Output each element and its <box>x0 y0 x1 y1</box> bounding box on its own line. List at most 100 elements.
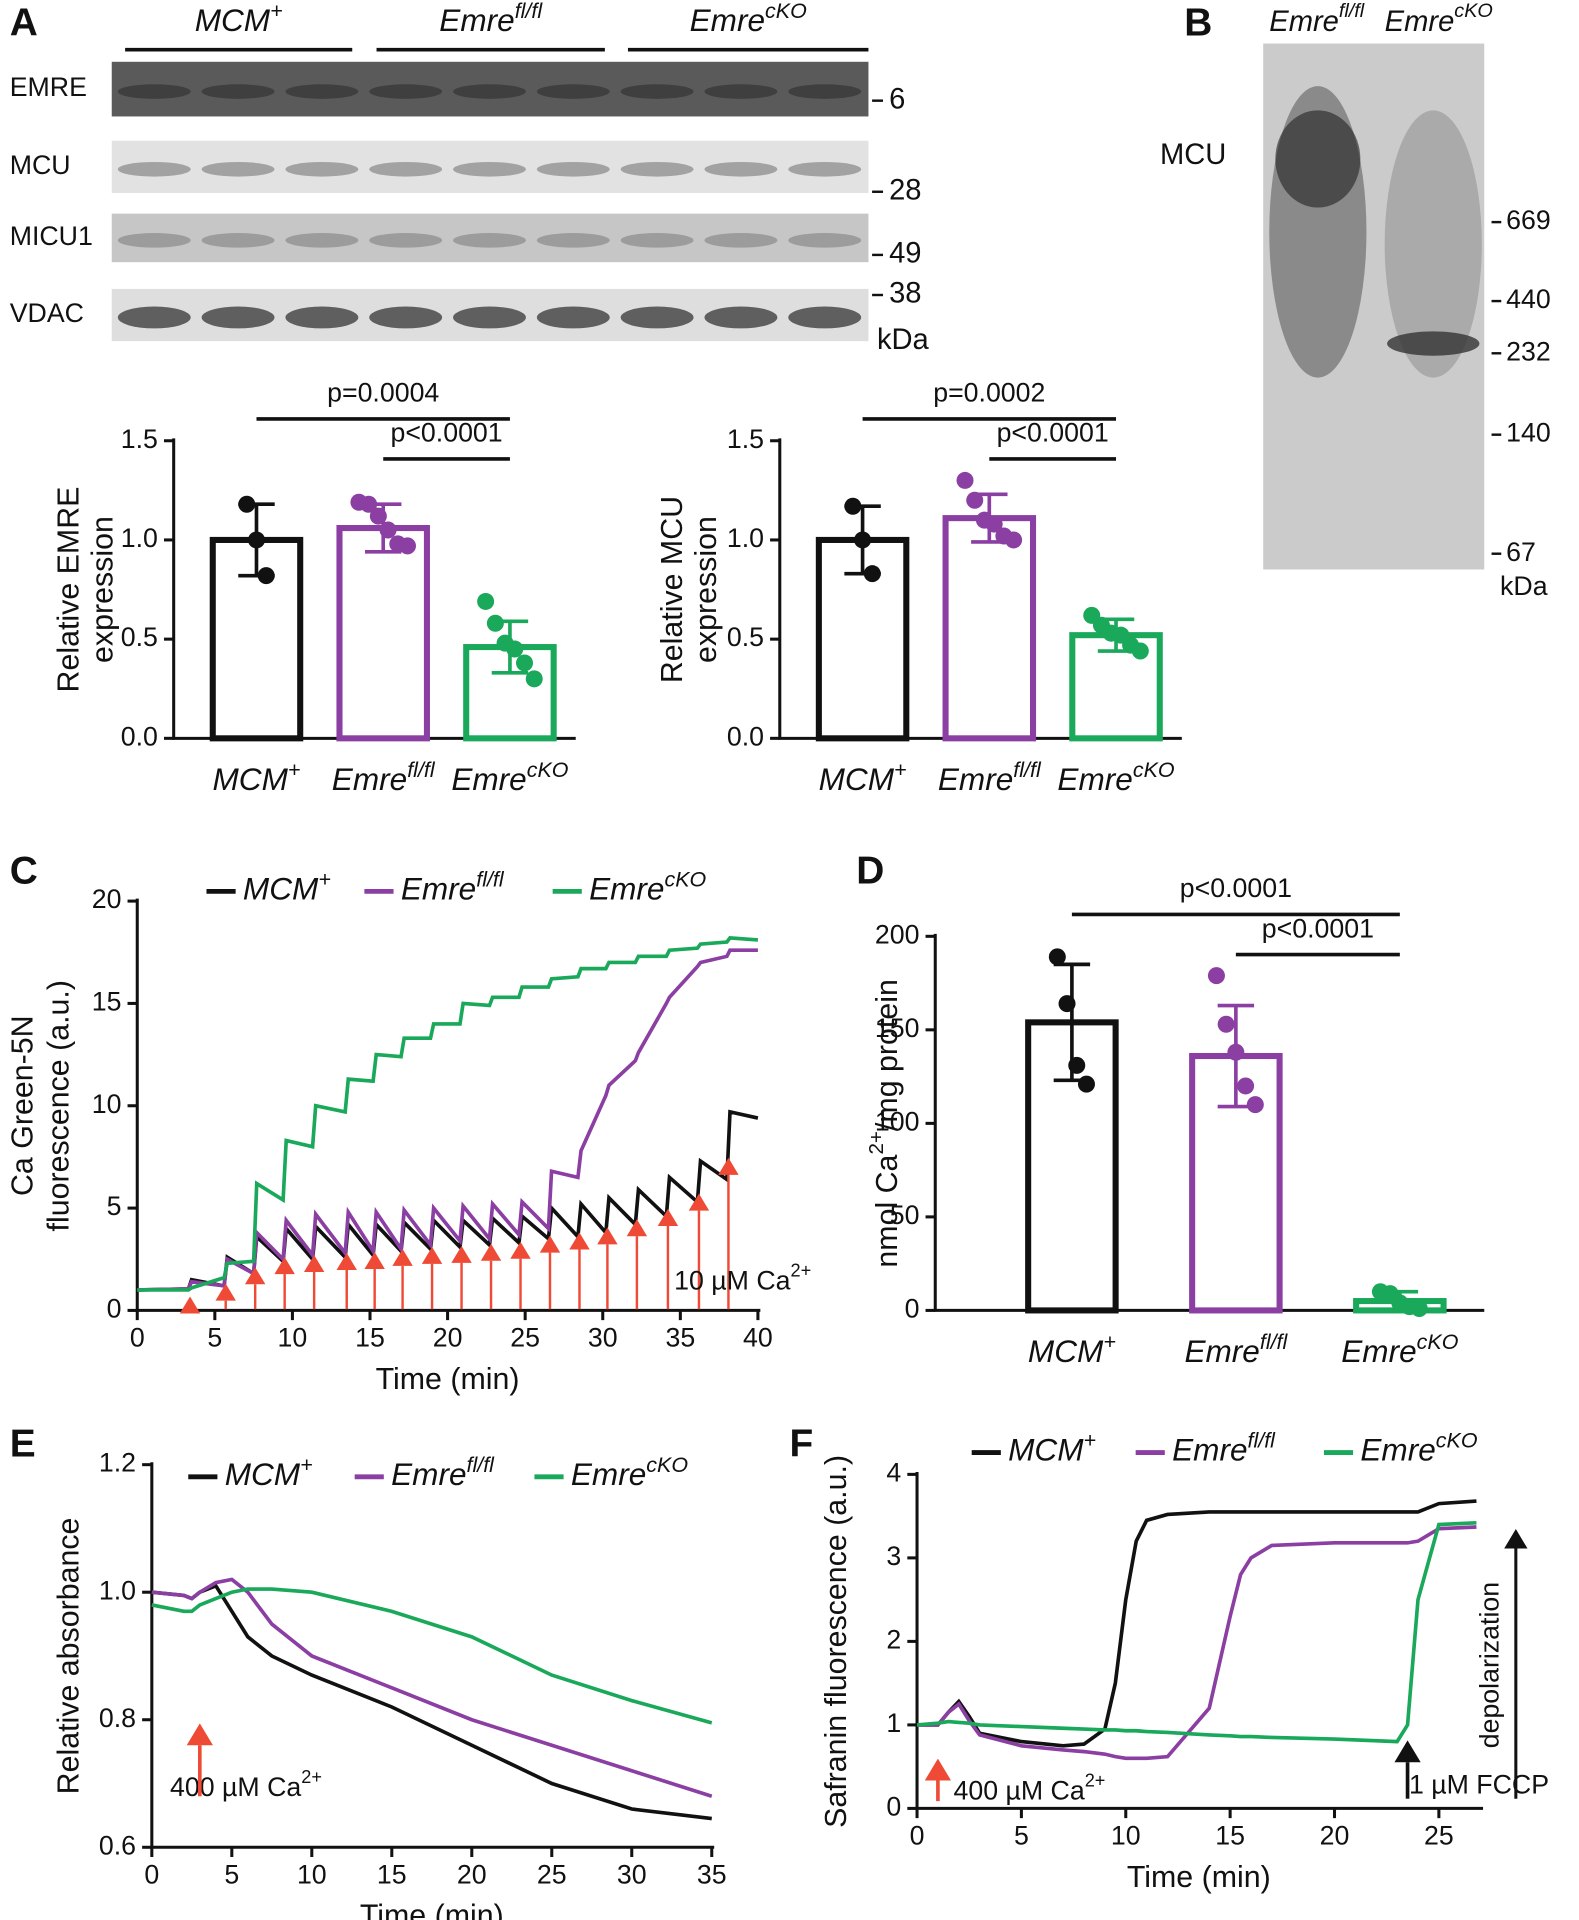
text-part: Emre <box>589 871 664 907</box>
band-label: MCU <box>1160 139 1226 171</box>
group-label: Emrefl/fl <box>439 0 543 38</box>
panel-label: F <box>790 1423 814 1466</box>
x-tick-label: 5 <box>1014 1821 1029 1851</box>
x-tick-label: 5 <box>224 1859 239 1889</box>
superscript: 2+ <box>301 1767 322 1787</box>
p-value-label: p<0.0001 <box>997 418 1109 448</box>
data-point <box>516 654 534 672</box>
addition-arrow <box>303 1255 325 1310</box>
annotation: 1 µM FCCP <box>1409 1770 1549 1800</box>
blot-band <box>285 84 359 99</box>
blot-band <box>285 233 359 248</box>
annotation: 400 µM Ca2+ <box>953 1770 1105 1805</box>
data-point <box>1410 1300 1428 1318</box>
arrow-head <box>597 1227 618 1245</box>
superscript: + <box>318 867 331 891</box>
superscript: + <box>894 758 907 782</box>
text-part: Ca Green-5N <box>6 1015 39 1196</box>
addition-arrow <box>336 1252 357 1310</box>
y-tick-label: 0 <box>905 1293 920 1323</box>
text-part: Emre <box>571 1456 646 1492</box>
blot-band <box>117 84 191 99</box>
legend-label: MCM+ <box>1008 1428 1096 1468</box>
addition-arrow <box>364 1251 385 1310</box>
addition-arrow <box>569 1232 590 1310</box>
x-tick-label: 25 <box>537 1859 567 1889</box>
superscript: 2+ <box>1085 1770 1106 1790</box>
superscript: + <box>270 0 283 23</box>
blot-band <box>536 161 610 177</box>
y-tick-label: 1.5 <box>121 424 158 454</box>
data-point <box>477 592 495 610</box>
y-tick-label: 0.0 <box>727 721 764 751</box>
data-point <box>379 521 397 539</box>
text-part: Emre <box>451 761 526 797</box>
addition-arrow <box>392 1248 413 1310</box>
blot-band <box>788 161 862 177</box>
addition-arrow <box>597 1227 618 1310</box>
x-tick-label: 20 <box>1320 1821 1350 1851</box>
text-part: MCM <box>243 871 319 907</box>
text-part: Relative EMRE <box>52 487 85 693</box>
y-axis-label: expression <box>86 516 119 663</box>
marker-label: 440 <box>1506 284 1551 314</box>
x-tick-label: EmrecKO <box>1341 1330 1458 1370</box>
blot-band <box>536 84 610 99</box>
text-part: /mg protein <box>871 979 904 1131</box>
blot-band <box>453 161 526 177</box>
data-point <box>966 491 984 509</box>
superscript: cKO <box>527 758 569 782</box>
p-value-label: p<0.0001 <box>1180 873 1292 903</box>
data-point <box>863 565 881 583</box>
y-tick-label: 200 <box>875 919 920 949</box>
arrow-head <box>657 1208 679 1226</box>
text-part: MCM <box>225 1456 301 1492</box>
superscript: fl/fl <box>467 1453 496 1477</box>
superscript: cKO <box>1133 758 1175 782</box>
blot-band <box>620 306 694 329</box>
x-tick-label: 20 <box>457 1859 487 1889</box>
blot-row-label: MICU1 <box>10 221 93 251</box>
panel-label: B <box>1184 2 1212 45</box>
superscript: fl/fl <box>515 0 544 23</box>
superscript: + <box>288 758 301 782</box>
text-part: depolarization <box>1475 1582 1505 1748</box>
marker-label: 67 <box>1506 537 1536 567</box>
blot-band <box>453 84 526 99</box>
arrow-head <box>186 1723 213 1746</box>
superscript: + <box>1103 1330 1116 1354</box>
y-tick-label: 0.6 <box>99 1830 136 1860</box>
p-value-label: p=0.0004 <box>327 378 439 408</box>
blot-band <box>620 161 694 177</box>
x-tick-label: 20 <box>433 1323 463 1353</box>
legend-label: EmrecKO <box>571 1453 688 1493</box>
text-part: expression <box>86 516 119 663</box>
y-tick-label: 20 <box>92 884 122 914</box>
addition-arrow <box>244 1267 266 1310</box>
addition-arrow <box>274 1257 295 1310</box>
y-tick-label: 2 <box>886 1624 901 1654</box>
data-point <box>506 640 524 658</box>
blot-band <box>788 233 862 248</box>
marker-unit: kDa <box>1500 571 1548 601</box>
x-tick-label: MCM+ <box>819 758 907 798</box>
data-point <box>1005 531 1023 549</box>
depolarization-arrow <box>1504 1529 1528 1799</box>
data-point <box>1077 1075 1095 1093</box>
blot-band <box>453 233 526 248</box>
arrow-head <box>539 1235 561 1253</box>
blot-smear <box>1275 110 1361 208</box>
bar <box>942 515 1037 742</box>
y-axis-label: Relative absorbance <box>52 1518 85 1795</box>
text-part: Emre <box>938 761 1013 797</box>
y-tick-label: 1.5 <box>727 424 764 454</box>
x-tick-label: 0 <box>910 1821 925 1851</box>
marker-label: 669 <box>1506 205 1551 235</box>
addition-arrow <box>215 1283 236 1310</box>
marker-label: 49 <box>889 238 921 270</box>
data-point <box>1058 995 1076 1013</box>
y-tick-label: 5 <box>107 1191 122 1221</box>
arrow-head <box>626 1219 648 1237</box>
text-part: fluorescence (a.u.) <box>43 980 76 1231</box>
annotation-arrow <box>924 1758 952 1802</box>
